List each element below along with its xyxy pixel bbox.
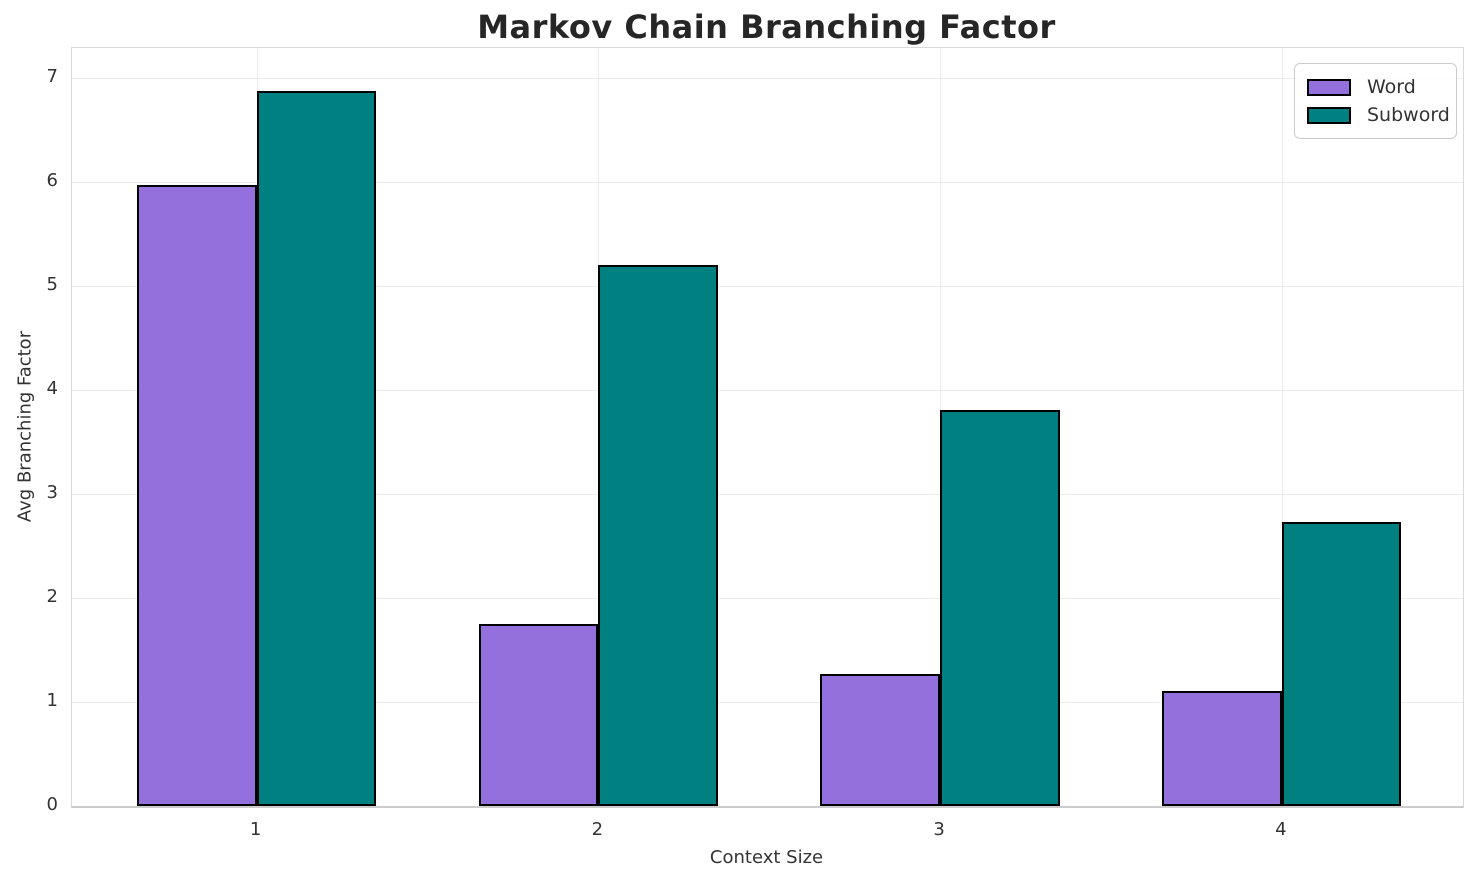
- bar-subword-3: [940, 409, 1060, 806]
- h-gridline-3: [72, 494, 1463, 496]
- h-gridline-4: [72, 390, 1463, 392]
- y-tick-label-6: 6: [46, 170, 58, 192]
- v-gridline-4: [1281, 48, 1283, 806]
- bar-subword-1: [256, 90, 377, 806]
- legend: Word Subword: [1294, 63, 1457, 139]
- bar-word-1: [136, 185, 257, 806]
- y-tick-label-7: 7: [46, 66, 58, 88]
- bar-word-4: [1162, 690, 1282, 806]
- bar-word-2: [478, 624, 599, 806]
- legend-item-subword: Subword: [1307, 101, 1450, 129]
- bar-subword-4: [1281, 522, 1402, 806]
- y-tick-label-0: 0: [46, 794, 58, 815]
- y-tick-label-5: 5: [46, 274, 58, 296]
- word-legend-swatch: [1307, 78, 1351, 96]
- h-gridline-1: [72, 702, 1463, 704]
- legend-item-word: Word: [1307, 73, 1444, 101]
- x-tick-label-2: 2: [591, 819, 604, 840]
- x-tick-label-1: 1: [249, 819, 262, 840]
- subword-legend-label: Subword: [1367, 104, 1450, 126]
- h-gridline-5: [72, 286, 1463, 288]
- h-gridline-2: [72, 598, 1463, 600]
- bar-word-3: [820, 673, 941, 806]
- h-gridline-6: [72, 182, 1463, 184]
- subword-legend-swatch: [1307, 106, 1351, 124]
- h-gridline-7: [72, 78, 1463, 80]
- y-tick-label-2: 2: [46, 586, 58, 608]
- y-tick-label-4: 4: [46, 378, 58, 400]
- y-tick-label-3: 3: [46, 482, 58, 504]
- x-axis-label: Context Size: [709, 847, 824, 868]
- plot-area: Word Subword: [71, 47, 1464, 808]
- x-tick-label-4: 4: [1275, 819, 1287, 840]
- chart-title: Markov Chain Branching Factor: [477, 8, 1056, 46]
- x-tick-label-3: 3: [933, 819, 945, 840]
- y-tick-label-1: 1: [46, 690, 58, 712]
- bar-subword-2: [598, 265, 718, 806]
- word-legend-label: Word: [1367, 76, 1416, 98]
- y-axis-label: Avg Branching Factor: [14, 330, 36, 523]
